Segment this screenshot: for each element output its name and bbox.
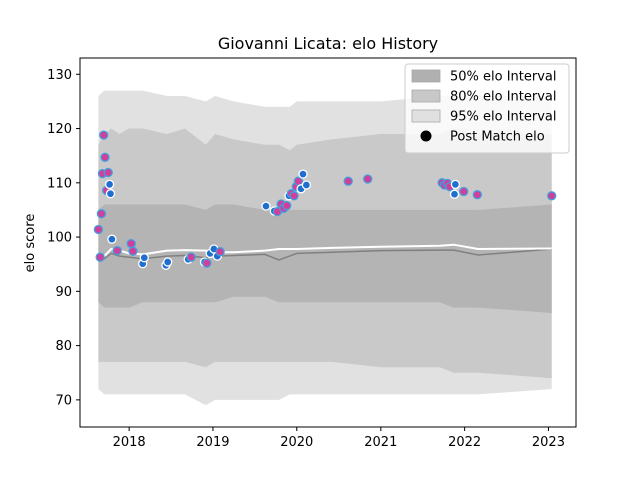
legend-swatch-1: [411, 89, 441, 103]
legend: 50% elo Interval 80% elo Interval 95% elo …: [404, 63, 570, 154]
y-tick-label: 90: [55, 285, 72, 300]
y-tick-label: 110: [47, 176, 72, 191]
y-tick-label: 70: [55, 393, 72, 408]
legend-label-3: Post Match elo: [450, 130, 545, 145]
data-point-19: [186, 252, 196, 262]
data-point-39: [301, 180, 312, 190]
data-point-41: [363, 174, 373, 184]
data-point-31: [282, 200, 292, 211]
x-axis-ticks: 2018 2019 2020 2021 2022 2023: [113, 427, 565, 450]
x-tick-label: 2021: [364, 435, 397, 450]
data-point-34: [289, 191, 299, 201]
legend-label-2: 95% elo Interval: [450, 110, 557, 125]
median-line: [98, 248, 552, 261]
legend-label-1: 80% elo Interval: [450, 90, 557, 105]
plot-area: [79, 57, 577, 428]
legend-box: [404, 63, 570, 154]
legend-marker-3: [420, 130, 432, 142]
x-tick-label: 2020: [280, 435, 313, 450]
data-point-8: [104, 179, 115, 190]
data-point-47: [450, 179, 461, 190]
data-point-21: [202, 258, 212, 268]
data-point-11: [112, 245, 122, 256]
x-tick-label: 2022: [448, 435, 481, 450]
y-tick-label: 80: [55, 339, 72, 354]
data-point-40: [343, 176, 353, 186]
data-point-15: [139, 253, 149, 263]
data-point-26: [261, 201, 271, 211]
y-tick-label: 100: [47, 231, 72, 246]
legend-label-0: 50% elo Interval: [450, 70, 557, 85]
data-point-38: [298, 169, 308, 179]
data-point-17: [163, 257, 173, 267]
data-point-9: [105, 189, 116, 199]
data-point-7: [103, 167, 113, 178]
y-tick-label: 130: [47, 68, 72, 83]
legend-swatch-0: [411, 69, 441, 83]
data-point-13: [128, 246, 138, 256]
band-50: [98, 204, 552, 313]
y-axis-label: elo score: [23, 214, 38, 273]
axes-frame: [79, 57, 577, 428]
legend-swatch-2: [411, 109, 441, 123]
x-tick-label: 2018: [113, 435, 146, 450]
data-point-1: [95, 252, 105, 262]
y-axis-ticks: 70 80 90 100 110 120 130: [47, 68, 80, 408]
data-point-10: [107, 234, 117, 244]
data-point-48: [459, 186, 469, 197]
data-point-36: [293, 176, 304, 186]
data-point-5: [100, 152, 110, 162]
x-tick-label: 2019: [196, 435, 229, 450]
data-point-49: [472, 190, 482, 200]
data-point-46: [449, 189, 460, 199]
chart-title: Giovanni Licata: elo History: [218, 34, 438, 53]
data-point-25: [215, 247, 225, 257]
y-tick-label: 120: [47, 122, 72, 137]
data-point-12: [126, 238, 136, 249]
data-point-0: [93, 224, 104, 235]
data-point-4: [99, 130, 109, 140]
x-tick-label: 2023: [532, 435, 565, 450]
mean-line: [98, 243, 552, 258]
data-point-2: [96, 209, 107, 219]
data-point-50: [547, 191, 557, 201]
